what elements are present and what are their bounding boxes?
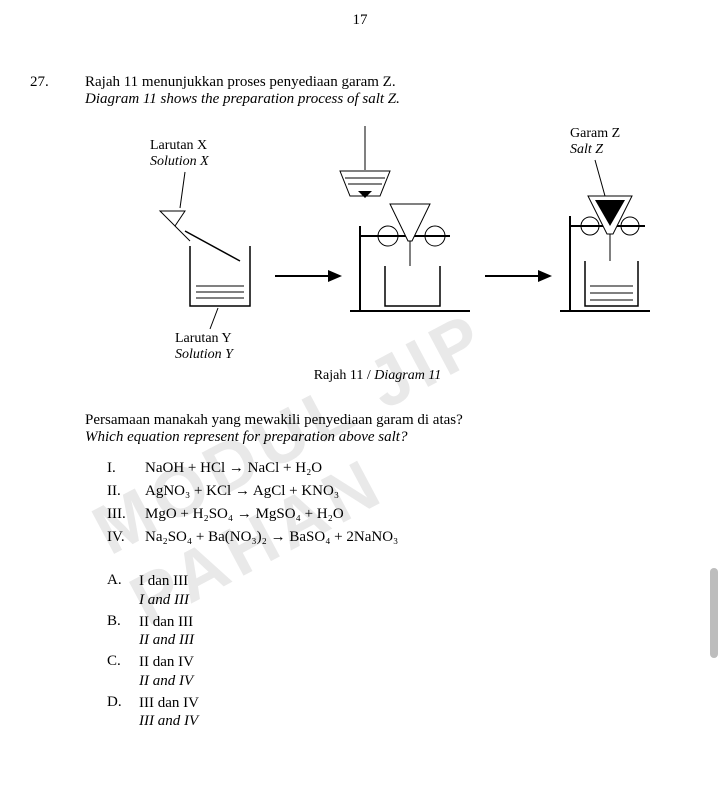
page-number: 17 — [50, 12, 670, 29]
answer-choices: A. I dan III I and III B. II dan III II … — [107, 572, 670, 734]
label-solution-x-ms: Larutan X — [150, 138, 207, 153]
choice-D-label: D. — [107, 694, 139, 735]
roman-I-label: I. — [107, 460, 145, 477]
caption-en: Diagram 11 — [374, 368, 441, 383]
label-salt-z-en: Salt Z — [570, 142, 603, 157]
choice-C-en: II and IV — [139, 673, 193, 689]
subq-ms: Persamaan manakah yang mewakili penyedia… — [85, 412, 670, 429]
roman-I: I. NaOH + HCl → NaCl + H₂O — [107, 460, 670, 477]
choice-C-ms: II dan IV — [139, 654, 194, 670]
page: 17 27. Rajah 11 menunjukkan proses penye… — [0, 0, 720, 785]
roman-II: II. AgNO₃ + KCl → AgCl + KNO₃ — [107, 483, 670, 500]
choice-D-en: III and IV — [139, 713, 198, 729]
diagram-caption: Rajah 11 / Diagram 11 — [85, 368, 670, 384]
choice-C-label: C. — [107, 653, 139, 694]
roman-IV-label: IV. — [107, 529, 145, 546]
choice-C[interactable]: C. II dan IV II and IV — [107, 653, 670, 694]
choice-A-ms: I dan III — [139, 573, 188, 589]
choice-A[interactable]: A. I dan III I and III — [107, 572, 670, 613]
label-solution-y-en: Solution Y — [175, 347, 233, 362]
question-stem-ms: Rajah 11 menunjukkan proses penyediaan g… — [85, 74, 670, 91]
question-stem-en: Diagram 11 shows the preparation process… — [85, 91, 670, 108]
choice-B[interactable]: B. II dan III II and III — [107, 613, 670, 654]
label-salt-z-ms: Garam Z — [570, 126, 620, 141]
roman-III-label: III. — [107, 506, 145, 523]
roman-IV-text: Na₂SO₄ + Ba(NO₃)₂ → BaSO₄ + 2NaNO₃ — [145, 529, 398, 546]
label-solution-y-ms: Larutan Y — [175, 331, 232, 346]
choice-A-en: I and III — [139, 592, 189, 608]
label-solution-y: Larutan Y Solution Y — [175, 331, 233, 363]
subq-en: Which equation represent for preparation… — [85, 429, 670, 446]
label-solution-x-en: Solution X — [150, 154, 209, 169]
choice-B-ms: II dan III — [139, 614, 193, 630]
choice-D-ms: III dan IV — [139, 695, 199, 711]
choice-D[interactable]: D. III dan IV III and IV — [107, 694, 670, 735]
choice-A-label: A. — [107, 572, 139, 613]
label-salt-z: Garam Z Salt Z — [570, 126, 620, 158]
question-number: 27. — [30, 74, 49, 91]
roman-I-text: NaOH + HCl → NaCl + H₂O — [145, 460, 322, 477]
roman-III-text: MgO + H₂SO₄ → MgSO₄ + H₂O — [145, 506, 344, 523]
caption-ms: Rajah 11 / — [314, 368, 375, 383]
question-27: 27. Rajah 11 menunjukkan proses penyedia… — [50, 74, 670, 734]
diagram-11: Larutan X Solution X Garam Z Salt Z Laru… — [90, 126, 650, 366]
roman-III: III. MgO + H₂SO₄ → MgSO₄ + H₂O — [107, 506, 670, 523]
roman-II-text: AgNO₃ + KCl → AgCl + KNO₃ — [145, 483, 339, 500]
choice-B-label: B. — [107, 613, 139, 654]
choice-B-en: II and III — [139, 632, 194, 648]
label-solution-x: Larutan X Solution X — [150, 138, 209, 170]
sub-question: Persamaan manakah yang mewakili penyedia… — [85, 412, 670, 446]
roman-options: I. NaOH + HCl → NaCl + H₂O II. AgNO₃ + K… — [107, 460, 670, 546]
roman-II-label: II. — [107, 483, 145, 500]
roman-IV: IV. Na₂SO₄ + Ba(NO₃)₂ → BaSO₄ + 2NaNO₃ — [107, 529, 670, 546]
